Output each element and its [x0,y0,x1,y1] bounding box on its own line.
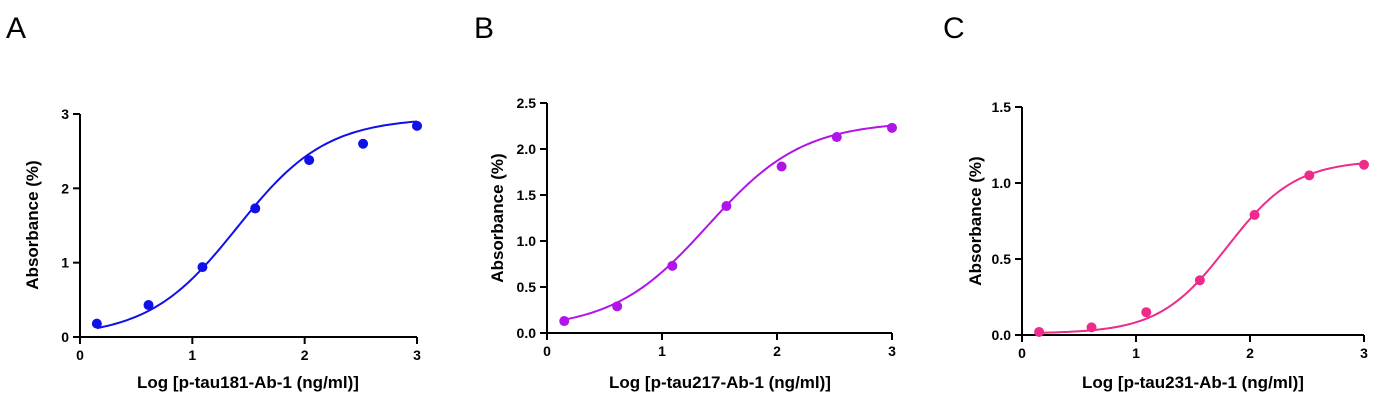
data-point [887,122,897,133]
y-tick-label: 2.0 [517,141,537,157]
y-tick-label: 0.5 [992,251,1012,267]
data-point [1141,307,1152,318]
data-point [304,155,315,166]
fit-curve [1039,162,1365,334]
y-axis-title: Absorbance (%) [966,156,985,285]
panel-label: B [474,12,494,45]
y-tick-label: 1 [61,255,69,271]
fit-curve [564,124,893,321]
data-point [91,318,102,329]
x-axis-title: Log [p-tau217-Ab-1 (ng/ml)] [609,373,831,392]
y-tick-label: 1.0 [517,233,537,249]
data-point [612,301,623,312]
data-point [721,201,732,212]
x-tick-label: 0 [1018,345,1026,361]
x-tick-label: 3 [1360,345,1368,361]
chart-panel-a: A 0 1 2 3 0 1 2 3 Log [p-tau181-Ab-1 (ng/ml)] Abso… [6,12,422,392]
x-tick-label: 0 [543,343,551,359]
panel-label: C [943,12,965,45]
chart-panel-c: C 0 1 2 3 0.0 0.5 1.0 1.5 Log [p-tau231-Ab-1 (ng/… [943,12,1369,392]
y-tick-label: 0.5 [517,279,537,295]
data-point [667,260,678,271]
y-tick-label: 1.5 [992,99,1012,115]
y-tick-label: 1.0 [992,175,1012,191]
y-axis-title: Absorbance (%) [23,160,42,289]
y-tick-label: 0 [61,329,69,345]
fit-curve [96,120,418,330]
y-tick-label: 1.5 [517,187,537,203]
data-point [776,161,787,172]
y-tick-label: 0.0 [517,325,537,341]
y-tick-label: 2.5 [517,95,537,111]
y-tick-label: 0.0 [992,327,1012,343]
x-tick-label: 1 [658,343,666,359]
x-tick-label: 2 [773,343,781,359]
data-point [1034,326,1045,337]
data-point [559,316,570,327]
x-axis-title: Log [p-tau231-Ab-1 (ng/ml)] [1082,373,1304,392]
data-point [143,300,154,311]
x-tick-label: 3 [413,347,421,363]
data-point [1086,322,1097,333]
x-tick-label: 1 [188,347,196,363]
x-tick-label: 2 [1246,345,1254,361]
x-axis-title: Log [p-tau181-Ab-1 (ng/ml)] [137,373,359,392]
data-point [1249,209,1260,220]
data-point [831,132,842,143]
data-point [1359,159,1369,170]
data-point [250,203,261,214]
y-tick-label: 2 [61,180,69,196]
x-tick-label: 2 [301,347,309,363]
x-tick-label: 0 [76,347,84,363]
chart-panel-b: B 0 1 2 3 0.0 0.5 1.0 1.5 2.0 2.5 Log [p-tau217-Ab-… [474,12,897,392]
data-point [358,138,369,149]
y-tick-label: 3 [61,106,69,122]
x-tick-label: 1 [1132,345,1140,361]
data-point [197,262,208,273]
panel-label: A [6,12,26,45]
x-tick-label: 3 [888,343,896,359]
y-axis-title: Absorbance (%) [488,153,507,282]
data-point [1304,170,1315,181]
data-point [412,120,422,131]
data-point [1194,275,1205,286]
